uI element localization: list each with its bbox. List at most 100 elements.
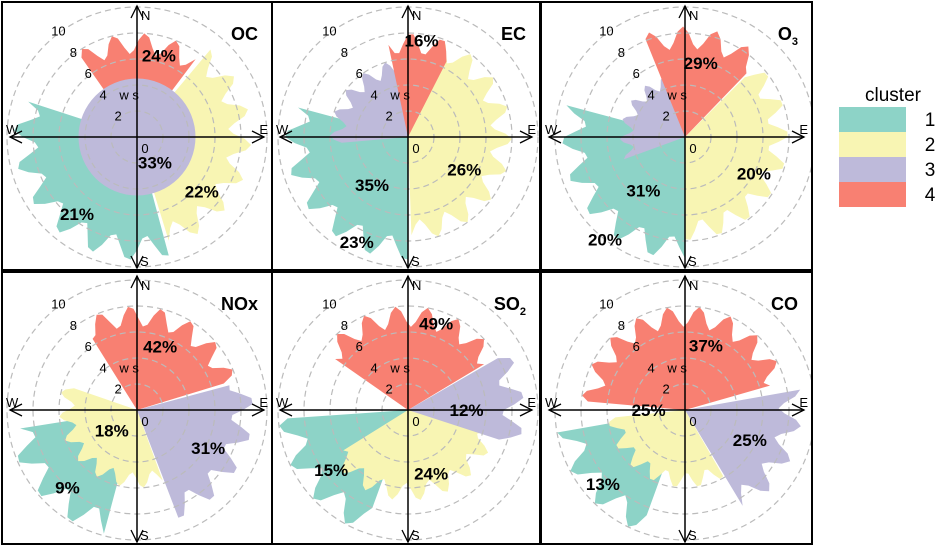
panel-title: EC — [501, 24, 526, 44]
direction-label: W — [545, 122, 558, 137]
ws-tick-label: 2 — [385, 109, 392, 124]
west-arrow-icon — [8, 130, 23, 144]
ws-tick-label: 4 — [648, 360, 655, 375]
ws-tick-label: 4 — [100, 87, 107, 102]
ws-tick-label: 4 — [648, 87, 655, 102]
cluster-2-percent: 25% — [632, 401, 666, 420]
cluster-4-percent: 24% — [142, 46, 176, 65]
ws-tick-label: 6 — [356, 66, 363, 81]
ws-tick-label: 2 — [114, 109, 121, 124]
cluster-4-percent: 42% — [143, 337, 177, 356]
cluster-1-percent: 9% — [55, 478, 80, 497]
direction-label: E — [799, 395, 808, 410]
cluster-3-region — [685, 389, 801, 506]
cluster-1-percent: 20% — [588, 230, 622, 249]
cluster-4-percent: 49% — [419, 314, 453, 333]
ws-tick-label: 2 — [662, 109, 669, 124]
legend-swatch-3 — [839, 157, 906, 182]
panel-border — [540, 271, 813, 545]
legend-label-2: 2 — [925, 135, 936, 156]
cluster-1-region — [285, 107, 408, 260]
direction-label: W — [276, 395, 289, 410]
cluster-3-region — [137, 385, 253, 518]
west-arrow-icon — [278, 403, 293, 417]
ws-tick-label: 8 — [618, 318, 625, 333]
direction-label: E — [527, 122, 536, 137]
ws-tick-label: 8 — [341, 45, 348, 60]
north-arrow-icon — [678, 4, 692, 19]
cluster-3-percent: 35% — [355, 176, 389, 195]
ws-tick-label: 10 — [51, 297, 65, 312]
cluster-2-region — [685, 72, 788, 240]
cluster-3-region — [408, 357, 524, 440]
ws-axis-label: w s — [118, 360, 139, 375]
cluster-4-percent: 29% — [684, 54, 718, 73]
direction-label: W — [6, 395, 19, 410]
cluster-3-percent: 31% — [191, 439, 225, 458]
ws-axis-label: w s — [389, 87, 410, 102]
ws-tick-label: 10 — [322, 24, 336, 39]
direction-label: E — [799, 122, 808, 137]
cluster-4-region — [582, 307, 777, 410]
legend-label-4: 4 — [925, 185, 936, 206]
cluster-2-percent: 20% — [737, 165, 771, 184]
cluster-3-percent: 12% — [449, 401, 483, 420]
south-arrow-icon — [678, 529, 692, 544]
ws-axis-label: w s — [118, 87, 139, 102]
direction-label: W — [6, 122, 19, 137]
ws-tick-label: 0 — [141, 414, 148, 429]
north-arrow-icon — [401, 274, 415, 289]
cluster-2-region — [341, 410, 498, 500]
panel-title: CO — [771, 294, 798, 314]
east-arrow-icon — [251, 130, 266, 144]
direction-label: N — [412, 8, 421, 23]
cluster-2-region — [609, 410, 724, 487]
east-arrow-icon — [519, 403, 534, 417]
ws-tick-label: 8 — [341, 318, 348, 333]
ws-tick-label: 6 — [356, 339, 363, 354]
south-arrow-icon — [401, 255, 415, 270]
ws-tick-label: 10 — [599, 297, 613, 312]
ws-tick-label: 0 — [689, 141, 696, 156]
north-arrow-icon — [130, 274, 144, 289]
direction-label: S — [411, 528, 420, 543]
ws-tick-label: 10 — [51, 24, 65, 39]
south-arrow-icon — [401, 529, 415, 544]
direction-label: E — [527, 395, 536, 410]
cluster-2-percent: 26% — [447, 161, 481, 180]
direction-label: E — [259, 122, 268, 137]
west-arrow-icon — [8, 403, 23, 417]
ws-tick-label: 6 — [85, 339, 92, 354]
direction-label: S — [411, 254, 420, 269]
ws-tick-label: 0 — [412, 141, 419, 156]
panel-title: SO2 — [494, 294, 526, 318]
panel-title: OC — [231, 24, 258, 44]
south-arrow-icon — [130, 529, 144, 544]
ws-tick-label: 2 — [114, 382, 121, 397]
ws-tick-label: 4 — [100, 360, 107, 375]
east-arrow-icon — [791, 130, 806, 144]
cluster-2-percent: 24% — [414, 465, 448, 484]
ws-tick-label: 2 — [662, 382, 669, 397]
north-arrow-icon — [678, 274, 692, 289]
panel-title: O3 — [778, 24, 798, 48]
ws-tick-label: 8 — [618, 45, 625, 60]
ws-tick-label: 4 — [371, 360, 378, 375]
cluster-1-percent: 23% — [340, 233, 374, 252]
cluster-1-percent: 21% — [60, 205, 94, 224]
ws-axis-label: w s — [666, 87, 687, 102]
cluster-1-percent: 15% — [314, 461, 348, 480]
panel-title: NOx — [221, 294, 258, 314]
